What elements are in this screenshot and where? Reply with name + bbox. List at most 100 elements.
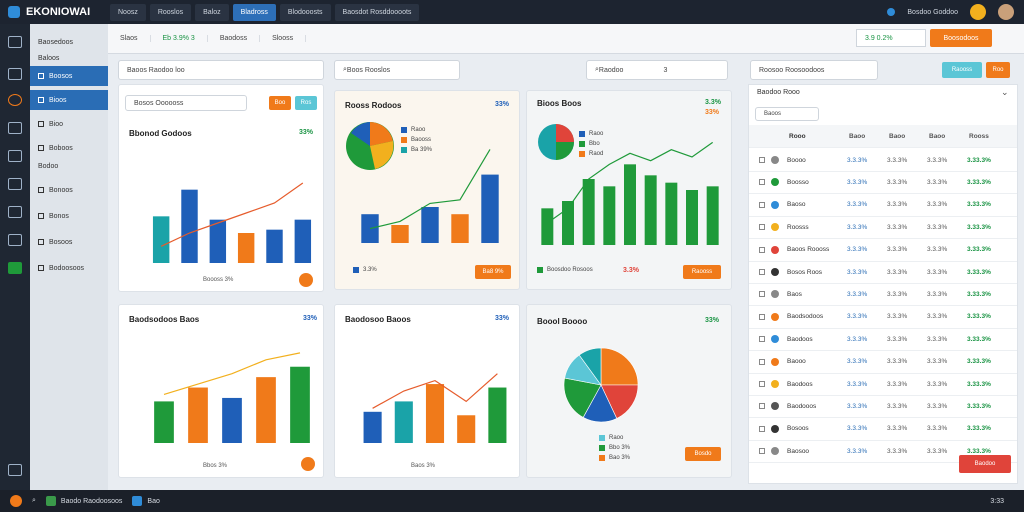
sidebar-item[interactable]: Bioos	[30, 90, 108, 110]
search-input[interactable]: Baoos Raodoo loo	[118, 60, 324, 80]
red-action-button[interactable]: Baodoo	[959, 455, 1011, 473]
table-row[interactable]: Baodooos 3.3.3% 3.3.3% 3.3.3% 3.33.3%	[749, 395, 1017, 419]
row-checkbox[interactable]	[759, 425, 765, 432]
coin-icon	[771, 424, 779, 433]
card-percent: 3.3%	[705, 99, 721, 106]
row-checkbox[interactable]	[759, 403, 765, 410]
sidebar-item[interactable]: Baloos	[38, 54, 60, 62]
search-icon[interactable]: ⌕	[32, 497, 36, 504]
bitcoin-icon[interactable]	[8, 94, 22, 106]
expand-icon[interactable]	[301, 457, 315, 471]
filter-button[interactable]: Ros	[295, 96, 317, 110]
card-title: Bbonod Godoos	[129, 129, 192, 138]
table-row[interactable]: Bosoos 3.3.3% 3.3.3% 3.3.3% 3.33.3%	[749, 418, 1017, 441]
sidebar-item[interactable]: Bioo	[30, 114, 108, 134]
panel-select[interactable]: Roosoo Roosoodoos	[750, 60, 878, 80]
table-row[interactable]: Bosos Roos 3.3.3% 3.3.3% 3.3.3% 3.33.3%	[749, 261, 1017, 284]
row-checkbox[interactable]	[759, 448, 765, 455]
sidebar-item[interactable]: Bodoosoos	[30, 258, 108, 278]
tools-icon[interactable]	[8, 206, 22, 218]
sheet-icon[interactable]	[8, 262, 22, 274]
table-filter[interactable]: Baodoo Rooo	[757, 89, 800, 96]
toolbar-item[interactable]: Eb 3.9% 3	[151, 35, 208, 42]
toolbar-item[interactable]: Baodoss	[208, 35, 261, 42]
sidebar-item[interactable]: Boboos	[30, 138, 108, 158]
row-checkbox[interactable]	[759, 313, 765, 320]
bar-chart-icon[interactable]	[8, 234, 22, 246]
sidebar-item[interactable]: Bodoo	[38, 162, 59, 170]
pie-chart	[538, 124, 574, 160]
sidebar-item[interactable]: Bosoos	[30, 232, 108, 252]
table-row[interactable]: Baooo 3.3.3% 3.3.3% 3.3.3% 3.33.3%	[749, 351, 1017, 374]
card-button[interactable]: Raooss	[683, 265, 721, 279]
table-row[interactable]: Baodoos 3.3.3% 3.3.3% 3.3.3% 3.33.3%	[749, 373, 1017, 396]
row-checkbox[interactable]	[759, 269, 765, 275]
table-row[interactable]: Baodsodoos 3.3.3% 3.3.3% 3.3.3% 3.33.3%	[749, 306, 1017, 329]
table-row[interactable]: Baos 3.3.3% 3.3.3% 3.3.3% 3.33.3%	[749, 283, 1017, 307]
sidebar-item-active[interactable]: Boosos	[30, 66, 108, 86]
table-row[interactable]: Baoos Roooss 3.3.3% 3.3.3% 3.3.3% 3.33.3…	[749, 239, 1017, 262]
top-tab-active[interactable]: Bladross	[232, 3, 276, 21]
action-button[interactable]: Boosodoos	[930, 29, 992, 47]
coin-icon	[771, 335, 779, 344]
row-name: Baodooos	[787, 402, 817, 410]
row-change: 3.33.3%	[967, 178, 991, 186]
row-checkbox[interactable]	[759, 358, 765, 365]
toolbar-item[interactable]: Slaos	[108, 35, 151, 42]
card-button[interactable]: Ba8 9%	[475, 265, 511, 279]
table-row[interactable]: Boosso 3.3.3% 3.3.3% 3.3.3% 3.33.3%	[749, 171, 1017, 195]
pie-slice	[578, 347, 602, 386]
top-tab[interactable]: Blodooosts	[279, 3, 331, 21]
panel-button[interactable]: Roo	[986, 62, 1010, 78]
row-checkbox[interactable]	[759, 381, 765, 387]
taskbar-item[interactable]: Baodo Raodoosoos	[45, 496, 122, 506]
chart-icon[interactable]	[8, 150, 22, 162]
top-tab[interactable]: Baosdot Rosddoooots	[334, 3, 420, 21]
row-checkbox[interactable]	[759, 291, 765, 298]
row-change: 3.33.3%	[967, 268, 991, 276]
chevron-down-icon[interactable]: ⌄	[1001, 87, 1009, 97]
card-button[interactable]: Bosdo	[685, 447, 721, 461]
filter-select[interactable]: Bosos Oooooss	[125, 95, 247, 111]
table-search[interactable]: Baoos	[755, 107, 819, 121]
row-checkbox[interactable]	[759, 246, 765, 253]
table-row[interactable]: Baodoos 3.3.3% 3.3.3% 3.3.3% 3.33.3%	[749, 328, 1017, 352]
top-tab[interactable]: Noosz	[110, 3, 146, 21]
notification-icon[interactable]	[970, 4, 986, 20]
table-row[interactable]: Boooo 3.3.3% 3.3.3% 3.3.3% 3.33.3%	[749, 149, 1017, 172]
card-title: Boool Boooo	[537, 317, 588, 326]
panel-button[interactable]: Raooss	[942, 62, 982, 78]
taskbar-item[interactable]: Bao	[132, 496, 160, 506]
row-name: Baoso	[787, 201, 806, 209]
top-tab[interactable]: Baloz	[195, 3, 229, 21]
row-checkbox[interactable]	[759, 336, 765, 343]
sidebar-item[interactable]: Bonos	[30, 206, 108, 226]
row-checkbox[interactable]	[759, 157, 765, 163]
filter-button[interactable]: Boo	[269, 96, 291, 110]
pen-icon[interactable]	[8, 178, 22, 190]
row-checkbox[interactable]	[759, 224, 765, 231]
user-label[interactable]: Bosdoo Goddoo	[907, 8, 958, 16]
sidebar-item[interactable]: Bonoos	[30, 180, 108, 200]
row-name: Baos	[787, 290, 802, 298]
row-checkbox[interactable]	[759, 179, 765, 186]
table-icon[interactable]	[8, 122, 22, 134]
top-tab[interactable]: Rooslos	[149, 3, 192, 21]
globe-icon[interactable]	[887, 8, 896, 16]
period-select[interactable]: 3.9 0.2%	[856, 29, 926, 47]
expand-icon[interactable]	[299, 273, 313, 287]
wallet-icon[interactable]	[8, 68, 22, 80]
table-row[interactable]: Roosss 3.3.3% 3.3.3% 3.3.3% 3.33.3%	[749, 216, 1017, 240]
table-row[interactable]: Baoso 3.3.3% 3.3.3% 3.3.3% 3.33.3%	[749, 194, 1017, 217]
app-logo[interactable]: EKONIOWAI	[0, 6, 110, 18]
table-row[interactable]: Baosoo 3.3.3% 3.3.3% 3.3.3% 3.33.3%	[749, 440, 1017, 464]
grid-icon[interactable]	[8, 36, 22, 48]
sidebar-item[interactable]: Baosedoos	[38, 38, 74, 46]
row-checkbox[interactable]	[759, 201, 765, 208]
start-icon[interactable]	[10, 495, 22, 507]
search-input[interactable]: ⌕ Boos Rooslos	[334, 60, 460, 80]
search-input[interactable]: ⌕ Raodoo 3	[586, 60, 728, 80]
avatar[interactable]	[998, 4, 1014, 20]
toolbar-item[interactable]: Slooss	[260, 35, 307, 42]
monitor-icon[interactable]	[8, 464, 22, 476]
